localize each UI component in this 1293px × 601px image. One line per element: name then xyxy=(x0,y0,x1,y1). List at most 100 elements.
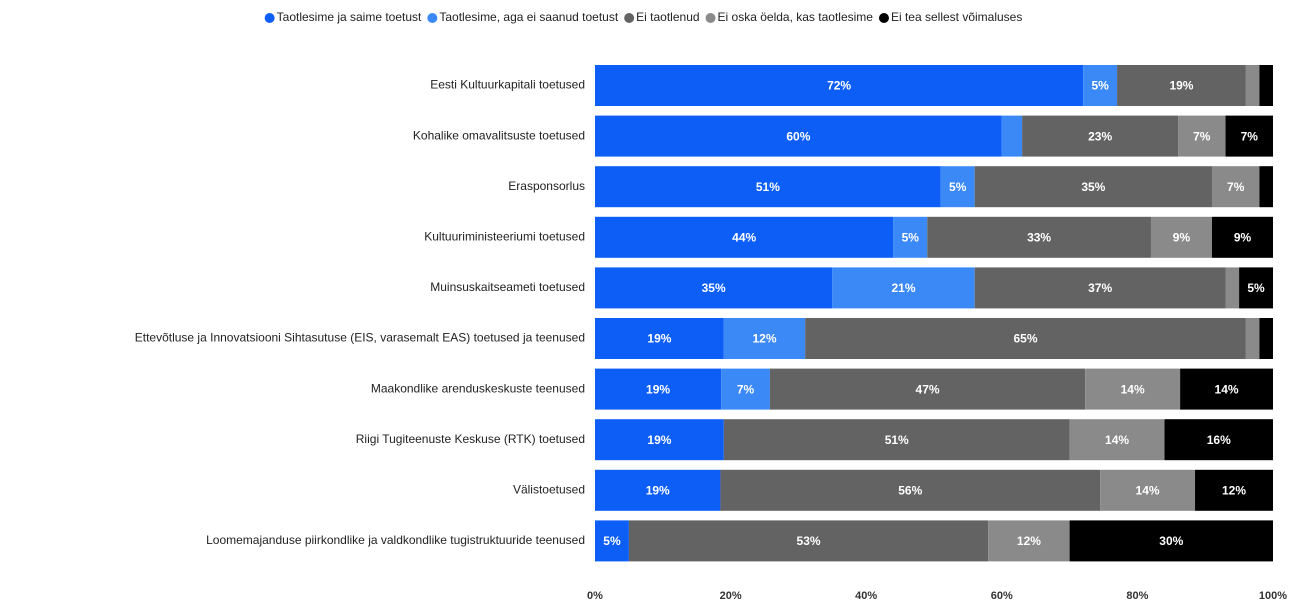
bar-segment xyxy=(988,520,1070,562)
bar-segment xyxy=(1100,469,1196,511)
bar-segment xyxy=(1083,65,1118,106)
category-label: Kohalike omavalitsuste toetused xyxy=(413,128,585,142)
bar-segment xyxy=(1069,419,1165,461)
bar-segment xyxy=(1085,368,1181,410)
bar-segment xyxy=(927,216,1151,258)
bar-segment xyxy=(1259,318,1273,359)
legend-label: Ei tea sellest võimaluses xyxy=(891,10,1022,24)
segment-label: 7% xyxy=(1241,129,1259,143)
segment-label: 33% xyxy=(1027,230,1051,244)
legend-label: Ei oska öelda, kas taotlesime xyxy=(718,10,874,24)
category-label: Kultuuriministeeriumi toetused xyxy=(424,229,585,243)
bar-segment xyxy=(1239,267,1273,309)
segment-label: 5% xyxy=(1247,281,1265,295)
segment-label: 51% xyxy=(885,433,909,447)
category-label: Loomemajanduse piirkondlike ja valdkondl… xyxy=(206,533,585,547)
legend-marker xyxy=(624,13,635,23)
segment-label: 47% xyxy=(916,382,940,396)
segment-label: 19% xyxy=(647,433,671,447)
bar-segment xyxy=(1001,115,1023,157)
bar-segment xyxy=(1245,65,1260,106)
segment-label: 12% xyxy=(752,332,776,346)
segment-label: 37% xyxy=(1088,281,1112,295)
bar-segment xyxy=(595,520,629,562)
bar-segment xyxy=(723,419,1070,461)
category-label: Riigi Tugiteenuste Keskuse (RTK) toetuse… xyxy=(356,432,585,446)
bar-segment xyxy=(893,216,928,258)
segment-label: 60% xyxy=(786,129,810,143)
segment-label: 7% xyxy=(737,382,755,396)
segment-label: 14% xyxy=(1215,382,1239,396)
segment-label: 35% xyxy=(702,281,726,295)
category-label: Erasponsorlus xyxy=(508,179,585,193)
bar-segment xyxy=(595,65,1084,106)
bar-segment xyxy=(1245,318,1260,359)
bar-segment xyxy=(1225,267,1240,309)
bar-segment xyxy=(1259,166,1273,208)
bar-segment xyxy=(974,166,1212,208)
bar-segment xyxy=(1150,216,1212,258)
bar-segment xyxy=(720,469,1101,511)
x-tick-label: 80% xyxy=(1126,590,1148,601)
segment-label: 5% xyxy=(603,534,621,548)
legend: Taotlesime ja saime toetust Taotlesime, a… xyxy=(264,10,1022,24)
segment-label: 56% xyxy=(898,483,922,497)
legend-marker xyxy=(427,13,438,23)
x-tick-label: 100% xyxy=(1259,590,1287,601)
bar-segment xyxy=(595,267,833,309)
bar-segment xyxy=(595,318,724,359)
segment-label: 30% xyxy=(1159,534,1183,548)
legend-label: Taotlesime ja saime toetust xyxy=(277,10,422,24)
bar-segment xyxy=(1117,65,1246,106)
bar-segment xyxy=(1069,520,1273,562)
bar-segment xyxy=(1225,115,1273,157)
x-tick-label: 0% xyxy=(587,590,603,601)
segment-label: 19% xyxy=(647,332,671,346)
bar-segment xyxy=(1178,115,1226,157)
x-tick-label: 40% xyxy=(855,590,877,601)
segment-label: 16% xyxy=(1207,433,1231,447)
segment-label: 5% xyxy=(949,180,967,194)
bar-segment xyxy=(1259,65,1273,106)
segment-label: 9% xyxy=(1234,230,1252,244)
segment-label: 72% xyxy=(827,79,851,93)
segment-label: 12% xyxy=(1017,534,1041,548)
bar-segment xyxy=(595,166,941,208)
segment-label: 65% xyxy=(1014,332,1038,346)
bar-segment xyxy=(1195,469,1273,511)
segment-label: 35% xyxy=(1081,180,1105,194)
bar-segment xyxy=(595,368,722,410)
bar-segment xyxy=(723,318,806,359)
segment-label: 14% xyxy=(1105,433,1129,447)
segment-label: 7% xyxy=(1193,129,1211,143)
segment-label: 23% xyxy=(1088,129,1112,143)
legend-marker xyxy=(705,13,716,23)
x-tick-label: 60% xyxy=(991,590,1013,601)
bar-segment xyxy=(1211,166,1260,208)
bar-segment xyxy=(769,368,1086,410)
bar-segment xyxy=(1164,419,1273,461)
bar-segment xyxy=(595,419,724,461)
bar-segment xyxy=(1211,216,1273,258)
segment-label: 19% xyxy=(1169,79,1193,93)
segment-label: 5% xyxy=(1091,79,1109,93)
x-tick-label: 20% xyxy=(720,590,742,601)
legend-label: Ei taotlenud xyxy=(636,10,699,24)
segment-label: 14% xyxy=(1136,483,1160,497)
bar-segment xyxy=(805,318,1246,359)
segment-label: 9% xyxy=(1173,230,1191,244)
bar-segment xyxy=(595,216,894,258)
bar-segment xyxy=(595,469,721,511)
legend-marker xyxy=(264,13,275,23)
segment-label: 12% xyxy=(1222,483,1246,497)
legend-label: Taotlesime, aga ei saanud toetust xyxy=(439,10,618,24)
segment-label: 44% xyxy=(732,230,756,244)
segment-label: 19% xyxy=(646,483,670,497)
category-label: Muinsuskaitseameti toetused xyxy=(430,280,585,294)
segment-label: 21% xyxy=(891,281,915,295)
legend-marker xyxy=(878,13,889,23)
category-label: Eesti Kultuurkapitali toetused xyxy=(430,78,585,92)
bar-segment xyxy=(721,368,770,410)
segment-label: 7% xyxy=(1227,180,1245,194)
